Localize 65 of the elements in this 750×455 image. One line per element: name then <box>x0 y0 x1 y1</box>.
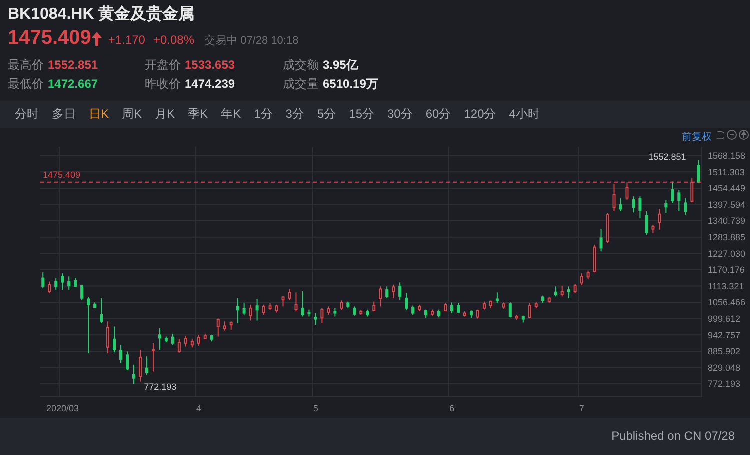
annotation: 1552.851 <box>648 152 686 162</box>
x-tick-label: 7 <box>579 403 584 414</box>
x-tick-label: 4 <box>196 403 202 414</box>
text: 交易中 07/28 10:18 <box>204 34 299 48</box>
text: 1分 <box>254 106 273 123</box>
y-tick-label: 1227.030 <box>708 248 746 259</box>
text: 3分 <box>286 106 304 123</box>
candlestick <box>138 349 142 382</box>
candlestick <box>236 298 240 324</box>
ref-line-label: 1475.409 <box>43 170 81 180</box>
candlestick <box>106 321 110 354</box>
text: 4小时 <box>509 106 540 123</box>
y-tick-label: 1397.594 <box>708 200 746 210</box>
text: 60分 <box>426 106 452 123</box>
y-tick-label: 942.757 <box>708 330 741 340</box>
text: 15分 <box>349 106 374 123</box>
y-tick-label: 1340.739 <box>708 216 746 226</box>
y-tick-label: 1568.158 <box>708 151 746 162</box>
text: 30分 <box>388 106 413 123</box>
text: 年K <box>221 106 242 123</box>
text: 日K <box>89 106 110 123</box>
y-tick-label: 1283.885 <box>708 232 746 243</box>
text: 1552.851 <box>48 58 98 72</box>
text: 分时 <box>15 106 39 123</box>
y-tick-label: 772.193 <box>708 379 741 390</box>
text: 开盘价 <box>145 58 181 72</box>
text: 最高价 <box>8 58 44 72</box>
text: 3.95亿 <box>323 58 358 72</box>
chart-title: BK1084.HK 黄金及贵金属 <box>8 4 195 25</box>
text: 昨收价 <box>145 77 181 91</box>
y-tick-label: 1511.303 <box>708 167 745 178</box>
chart-subtitle: 1475.409 <box>8 27 92 50</box>
x-tick-label: 5 <box>313 403 318 414</box>
y-tick-label: 885.902 <box>708 346 741 357</box>
text: 前复权 <box>682 130 712 144</box>
y-tick-label: 1113.321 <box>708 281 744 292</box>
text: 成交量 <box>283 77 319 91</box>
text: +1.170 <box>108 33 146 47</box>
text: 季K <box>188 106 208 123</box>
candlestick <box>158 328 162 350</box>
text: 1472.667 <box>48 77 98 91</box>
text: +0.08% <box>153 33 195 47</box>
x-tick-label: 2020/03 <box>46 403 79 414</box>
y-tick-label: 1170.176 <box>708 265 745 276</box>
y-tick-label: 1056.466 <box>708 298 746 308</box>
text: 多日 <box>52 106 76 123</box>
y-tick-label: 999.612 <box>708 314 741 324</box>
y-tick-label: 829.048 <box>708 362 741 373</box>
text: Published on CN 07/28 <box>612 429 735 443</box>
text: 成交额 <box>283 58 319 72</box>
text: 6510.19万 <box>323 77 378 91</box>
text: 1474.239 <box>185 77 236 91</box>
text: 最低价 <box>8 77 44 91</box>
annotation: 772.193 <box>144 382 177 392</box>
candlestick <box>658 208 662 230</box>
text: 周K <box>122 106 142 123</box>
candlestick <box>256 298 259 322</box>
y-tick-label: 1454.449 <box>708 184 746 194</box>
text: 120分 <box>464 106 496 123</box>
candlestick <box>152 342 155 372</box>
x-tick-label: 6 <box>450 403 455 414</box>
text: 1533.653 <box>185 58 236 72</box>
text: 5分 <box>317 106 336 123</box>
text: 月K <box>155 106 176 123</box>
candlestick <box>496 292 499 304</box>
